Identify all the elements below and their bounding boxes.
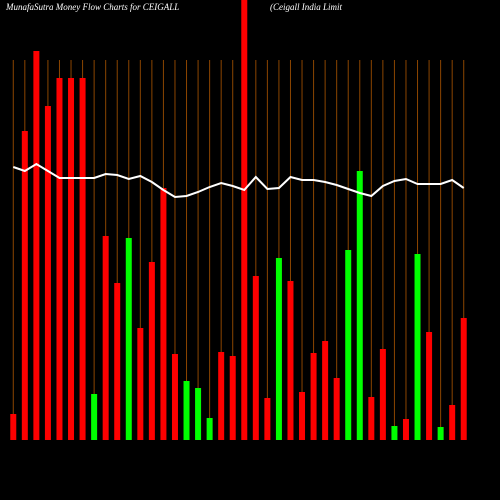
- bar: [91, 394, 98, 440]
- bar: [229, 356, 236, 440]
- bar: [264, 398, 271, 440]
- bar: [241, 0, 248, 440]
- chart-title: MunafaSutra Money Flow Charts for CEIGAL…: [5, 2, 179, 12]
- bar: [310, 353, 317, 440]
- bar: [79, 78, 86, 440]
- bar: [171, 354, 178, 440]
- bar: [44, 106, 51, 440]
- bar: [252, 276, 259, 440]
- bar: [56, 78, 63, 440]
- bar: [333, 378, 340, 440]
- bar: [160, 188, 167, 440]
- bar: [368, 397, 375, 440]
- bar: [287, 281, 294, 440]
- bar: [322, 341, 329, 440]
- bar: [114, 283, 121, 440]
- bar: [183, 381, 190, 440]
- bar: [33, 51, 40, 440]
- money-flow-line: [12, 162, 465, 199]
- bar: [449, 405, 456, 440]
- bar: [402, 419, 409, 440]
- bar: [21, 131, 28, 440]
- bar: [391, 426, 398, 440]
- bar: [414, 254, 421, 440]
- bar: [206, 418, 213, 440]
- bar: [275, 258, 282, 440]
- bar: [218, 352, 225, 440]
- bar: [345, 250, 352, 440]
- bar: [10, 414, 17, 440]
- bar: [426, 332, 433, 440]
- bar: [137, 328, 144, 440]
- bar: [68, 78, 75, 440]
- bar: [356, 171, 363, 440]
- bar: [102, 236, 109, 440]
- bar: [299, 392, 306, 440]
- bar: [148, 262, 155, 440]
- chart-subtitle: (Ceigall India Limit: [270, 2, 342, 12]
- bar: [437, 427, 444, 440]
- bar: [195, 388, 202, 440]
- bar: [460, 318, 467, 440]
- bar: [379, 349, 386, 440]
- bar: [125, 238, 132, 440]
